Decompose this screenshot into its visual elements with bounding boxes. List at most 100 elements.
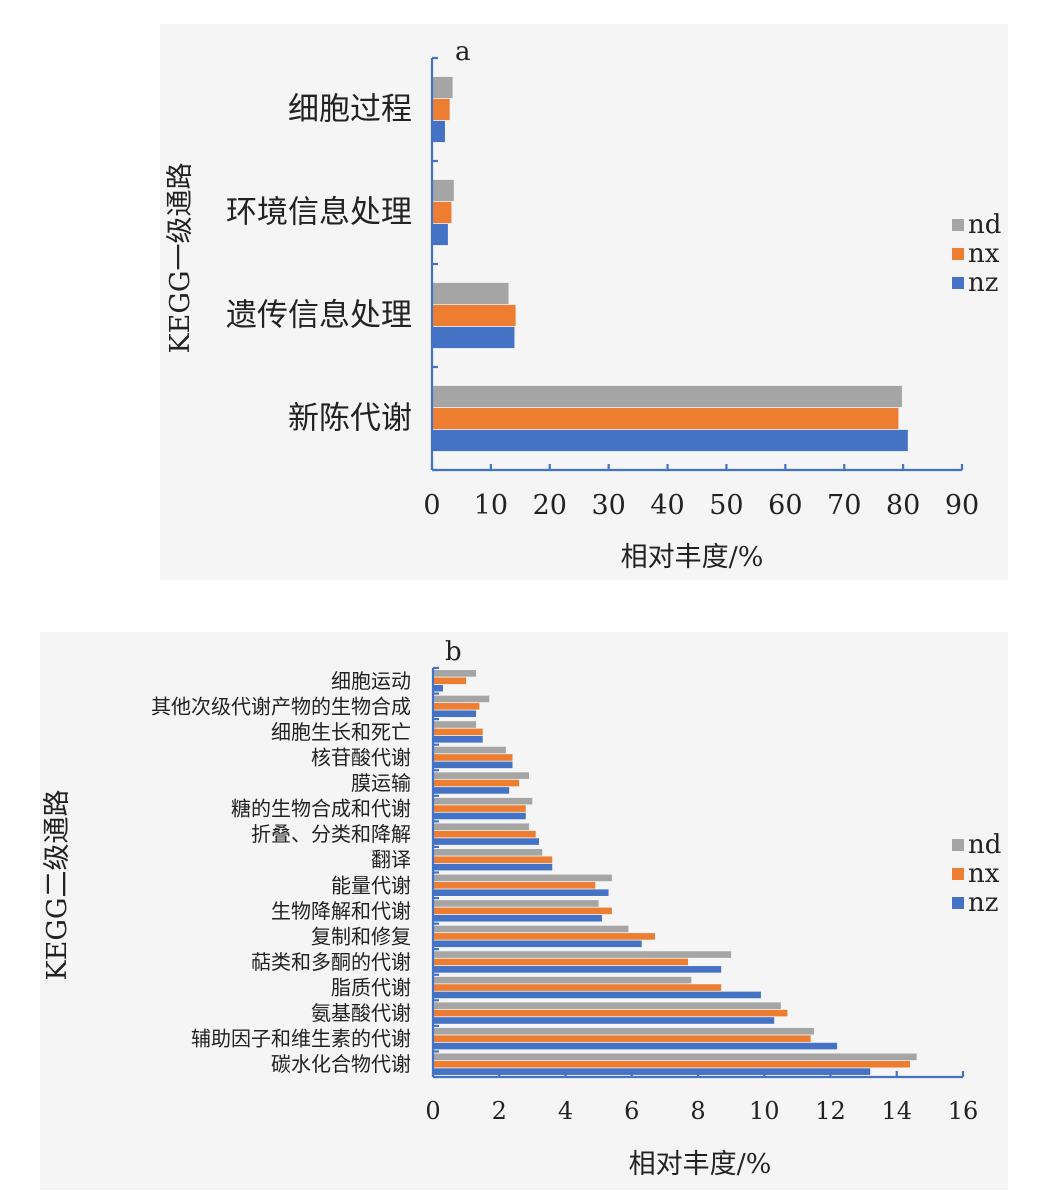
category-label-b-11: 膜运输 <box>351 771 411 795</box>
category-label-b-10: 糖的生物合成和代谢 <box>231 797 411 821</box>
bar-b-nx-12 <box>433 754 513 761</box>
legend-label-a-nz: nz <box>968 268 998 298</box>
bar-b-nd-8 <box>433 849 543 856</box>
category-label-b-15: 细胞运动 <box>331 669 411 693</box>
bar-b-nx-2 <box>433 1009 788 1017</box>
bar-a-nd-2 <box>432 179 454 202</box>
category-label-b-14: 其他次级代谢产物的生物合成 <box>151 694 411 718</box>
x-tick-label-b-7: 14 <box>881 1097 912 1125</box>
category-label-b-4: 萜类和多酮的代谢 <box>251 950 411 974</box>
bar-b-nx-8 <box>433 856 553 864</box>
bar-a-nx-1 <box>432 304 516 327</box>
x-tick-label-a-3: 30 <box>591 490 625 521</box>
panel-a-y-axis-title: KEGG一级通路 <box>165 162 196 353</box>
bar-b-nx-13 <box>433 728 483 736</box>
bar-b-nd-0 <box>433 1053 917 1061</box>
legend-swatch-b-nz <box>952 897 964 909</box>
x-tick-label-a-0: 0 <box>423 490 440 521</box>
x-tick-label-b-5: 10 <box>749 1097 780 1125</box>
bar-a-nx-0 <box>432 407 899 430</box>
bar-b-nd-5 <box>433 925 629 933</box>
bar-b-nx-10 <box>433 805 526 812</box>
x-tick-label-a-9: 90 <box>945 490 979 521</box>
panel-a-label: a <box>455 37 471 67</box>
legend-swatch-a-nz <box>952 277 964 289</box>
legend-label-b-nz: nz <box>968 888 998 918</box>
category-label-b-13: 细胞生长和死亡 <box>271 720 411 744</box>
bar-b-nd-15 <box>433 670 477 677</box>
category-label-b-1: 辅助因子和维生素的代谢 <box>191 1027 411 1051</box>
bar-b-nx-1 <box>433 1035 811 1042</box>
bar-b-nz-11 <box>433 787 510 794</box>
category-label-b-2: 氨基酸代谢 <box>311 1001 411 1025</box>
bar-b-nz-12 <box>433 761 513 769</box>
bar-b-nd-3 <box>433 976 692 984</box>
bar-a-nd-3 <box>432 76 453 99</box>
bar-b-nz-15 <box>433 684 443 692</box>
bar-a-nz-3 <box>432 120 445 143</box>
category-label-a-1: 遗传信息处理 <box>226 298 412 334</box>
bar-a-nx-3 <box>432 98 450 121</box>
bar-b-nx-3 <box>433 984 722 991</box>
x-tick-label-b-3: 6 <box>624 1097 639 1125</box>
x-tick-label-a-8: 80 <box>886 490 920 521</box>
legend-swatch-b-nx <box>952 868 964 880</box>
x-tick-label-a-6: 60 <box>768 490 802 521</box>
legend-label-b-nd: nd <box>968 830 1001 860</box>
category-label-b-0: 碳水化合物代谢 <box>271 1052 411 1076</box>
bar-b-nz-8 <box>433 863 553 871</box>
bar-b-nx-9 <box>433 830 536 838</box>
x-tick-label-b-2: 4 <box>558 1097 573 1125</box>
x-tick-label-b-8: 16 <box>948 1097 979 1125</box>
bar-b-nx-7 <box>433 881 596 889</box>
category-label-b-7: 能量代谢 <box>331 873 411 897</box>
bar-b-nd-10 <box>433 797 533 805</box>
bar-b-nd-12 <box>433 746 506 754</box>
bar-a-nd-1 <box>432 282 509 305</box>
bar-a-nd-0 <box>432 385 902 408</box>
bar-b-nz-5 <box>433 940 642 948</box>
bar-b-nx-5 <box>433 933 655 940</box>
x-tick-label-b-6: 12 <box>815 1097 846 1125</box>
bar-b-nz-0 <box>433 1068 871 1075</box>
bar-b-nx-0 <box>433 1060 910 1068</box>
x-tick-label-a-7: 70 <box>827 490 861 521</box>
category-label-b-6: 生物降解和代谢 <box>271 899 411 923</box>
category-label-b-9: 折叠、分类和降解 <box>251 822 411 846</box>
bar-b-nz-6 <box>433 914 602 922</box>
x-tick-label-a-2: 20 <box>533 490 567 521</box>
panel-b-label: b <box>445 637 462 667</box>
bar-b-nz-1 <box>433 1042 838 1050</box>
x-tick-label-a-4: 40 <box>650 490 684 521</box>
x-tick-label-b-1: 2 <box>492 1097 507 1125</box>
bar-b-nx-6 <box>433 907 612 915</box>
bar-b-nd-7 <box>433 874 612 882</box>
x-tick-label-a-1: 10 <box>474 490 508 521</box>
bar-b-nd-2 <box>433 1002 781 1009</box>
legend-label-b-nx: nx <box>968 859 1000 889</box>
bar-a-nz-0 <box>432 429 908 452</box>
category-label-b-5: 复制和修复 <box>311 924 411 948</box>
bar-a-nz-2 <box>432 223 448 246</box>
bar-b-nx-15 <box>433 677 467 685</box>
bar-b-nz-13 <box>433 736 483 743</box>
category-label-a-2: 环境信息处理 <box>226 195 412 231</box>
bar-a-nz-1 <box>432 326 515 349</box>
bar-b-nz-9 <box>433 838 539 845</box>
category-label-b-3: 脂质代谢 <box>331 976 411 1000</box>
x-tick-label-b-0: 0 <box>425 1097 440 1125</box>
bar-b-nd-4 <box>433 951 732 958</box>
panel-b: b KEGG二级通路 相对丰度/% 碳水化合物代谢辅助因子和维生素的代谢氨基酸代… <box>40 632 1008 1190</box>
panel-b-y-axis-title: KEGG二级通路 <box>42 789 73 980</box>
legend-swatch-a-nx <box>952 248 964 260</box>
legend-label-a-nd: nd <box>968 210 1001 240</box>
bar-b-nz-14 <box>433 710 477 718</box>
legend-label-a-nx: nx <box>968 239 1000 269</box>
x-tick-label-a-5: 50 <box>709 490 743 521</box>
category-label-b-8: 翻译 <box>371 848 411 872</box>
bar-b-nx-11 <box>433 779 520 787</box>
legend-swatch-b-nd <box>952 839 964 851</box>
